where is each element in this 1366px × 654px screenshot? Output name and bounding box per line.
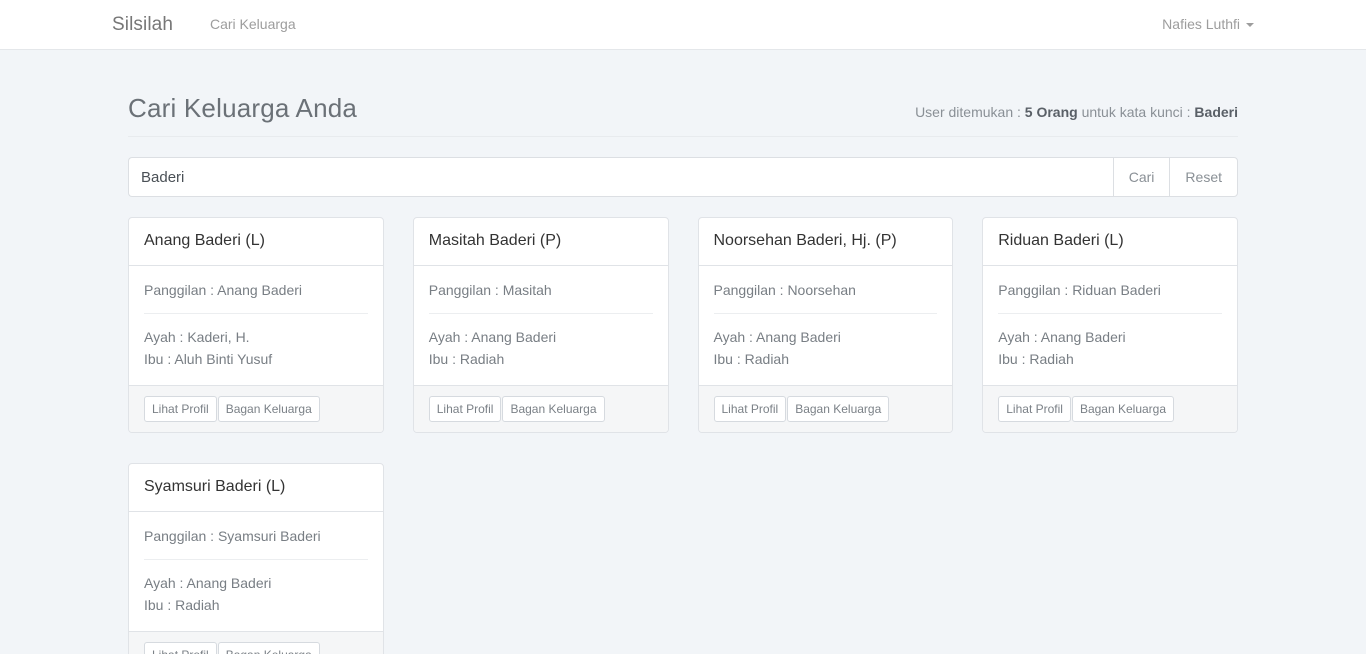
result-count: 5 Orang (1024, 104, 1078, 120)
person-card-body: Panggilan : Noorsehan Ayah : Anang Bader… (699, 266, 953, 385)
card-divider (144, 559, 368, 561)
person-card-header: Riduan Baderi (L) (983, 218, 1237, 266)
person-father: Ayah : Kaderi, H. (144, 328, 250, 345)
person-nickname: Panggilan : Riduan Baderi (998, 281, 1161, 298)
person-nickname: Panggilan : Noorsehan (713, 281, 856, 298)
view-profile-button[interactable]: Lihat Profil (998, 396, 1071, 423)
search-results-grid: Anang Baderi (L) Panggilan : Anang Bader… (114, 217, 1253, 654)
person-card: Noorsehan Baderi, Hj. (P) Panggilan : No… (697, 217, 954, 434)
top-navbar: Silsilah Cari Keluarga Nafies Luthfi (0, 0, 1366, 50)
user-menu-label: Nafies Luthfi (1162, 15, 1240, 32)
search-input-group: Cari Reset (128, 157, 1238, 198)
person-father: Ayah : Anang Baderi (713, 328, 841, 345)
person-mother: Ibu : Aluh Binti Yusuf (144, 351, 273, 368)
person-card-footer: Lihat Profil Bagan Keluarga (129, 385, 383, 433)
person-card-footer: Lihat Profil Bagan Keluarga (413, 385, 668, 433)
search-reset-button[interactable]: Reset (1169, 157, 1238, 198)
person-name: Anang Baderi (L) (144, 232, 265, 250)
person-card-footer: Lihat Profil Bagan Keluarga (983, 385, 1237, 433)
page-header: Cari Keluarga Anda User ditemukan : 5 Or… (128, 90, 1238, 138)
person-card-header: Noorsehan Baderi, Hj. (P) (698, 218, 953, 266)
navbar-links: Cari Keluarga (195, 15, 311, 35)
person-card-header: Syamsuri Baderi (L) (129, 464, 383, 513)
navbar-brand[interactable]: Silsilah (112, 13, 173, 35)
result-prefix-text: User ditemukan : (915, 104, 1025, 120)
family-chart-button[interactable]: Bagan Keluarga (502, 396, 605, 423)
family-chart-button[interactable]: Bagan Keluarga (217, 642, 320, 654)
result-card-col: Anang Baderi (L) Panggilan : Anang Bader… (114, 217, 399, 434)
page-title: Cari Keluarga Anda (128, 93, 358, 123)
person-card-header: Masitah Baderi (P) (413, 218, 668, 266)
result-card-col: Masitah Baderi (P) Panggilan : Masitah A… (398, 217, 683, 434)
card-divider (713, 312, 938, 314)
person-card: Riduan Baderi (L) Panggilan : Riduan Bad… (982, 217, 1238, 434)
search-input[interactable] (128, 157, 1113, 198)
view-profile-button[interactable]: Lihat Profil (144, 396, 217, 423)
person-name: Riduan Baderi (L) (998, 232, 1124, 250)
person-father: Ayah : Anang Baderi (428, 328, 557, 345)
person-mother: Ibu : Radiah (998, 351, 1074, 368)
person-card: Masitah Baderi (P) Panggilan : Masitah A… (412, 217, 669, 434)
person-card-header: Anang Baderi (L) (129, 218, 383, 266)
person-card-body: Panggilan : Riduan Baderi Ayah : Anang B… (983, 266, 1237, 385)
nav-link-cari-keluarga[interactable]: Cari Keluarga (210, 15, 296, 32)
person-nickname: Panggilan : Anang Baderi (144, 281, 303, 298)
search-result-summary: User ditemukan : 5 Orang untuk kata kunc… (915, 103, 1238, 123)
chevron-down-icon (1246, 23, 1254, 28)
person-card-body: Panggilan : Syamsuri Baderi Ayah : Anang… (129, 512, 383, 631)
view-profile-button[interactable]: Lihat Profil (428, 396, 502, 423)
view-profile-button[interactable]: Lihat Profil (713, 396, 787, 423)
person-father: Ayah : Anang Baderi (998, 328, 1126, 345)
family-chart-button[interactable]: Bagan Keluarga (787, 396, 890, 423)
family-chart-button[interactable]: Bagan Keluarga (217, 396, 320, 423)
person-mother: Ibu : Radiah (144, 597, 220, 614)
result-middle-text: untuk kata kunci : (1077, 104, 1195, 120)
person-father: Ayah : Anang Baderi (144, 575, 272, 592)
person-nickname: Panggilan : Masitah (428, 281, 552, 298)
person-name: Masitah Baderi (P) (428, 232, 562, 250)
person-card-body: Panggilan : Masitah Ayah : Anang Baderi … (414, 266, 668, 385)
person-nickname: Panggilan : Syamsuri Baderi (144, 528, 321, 545)
person-card-body: Panggilan : Anang Baderi Ayah : Kaderi, … (129, 266, 383, 385)
search-submit-button[interactable]: Cari (1112, 157, 1170, 198)
person-name: Syamsuri Baderi (L) (144, 478, 286, 496)
result-card-col: Riduan Baderi (L) Panggilan : Riduan Bad… (968, 217, 1253, 434)
person-name: Noorsehan Baderi, Hj. (P) (713, 232, 897, 250)
card-divider (428, 312, 653, 314)
person-mother: Ibu : Radiah (713, 351, 790, 368)
person-card: Syamsuri Baderi (L) Panggilan : Syamsuri… (128, 463, 384, 654)
person-card-footer: Lihat Profil Bagan Keluarga (129, 631, 383, 654)
card-divider (998, 312, 1222, 314)
person-mother: Ibu : Radiah (428, 351, 505, 368)
family-chart-button[interactable]: Bagan Keluarga (1071, 396, 1175, 423)
search-form: Cari Reset (128, 157, 1238, 198)
person-card: Anang Baderi (L) Panggilan : Anang Bader… (128, 217, 384, 434)
card-divider (144, 312, 368, 314)
search-buttons: Cari Reset (1112, 157, 1238, 198)
person-card-footer: Lihat Profil Bagan Keluarga (698, 385, 953, 433)
view-profile-button[interactable]: Lihat Profil (144, 642, 217, 654)
result-card-col: Noorsehan Baderi, Hj. (P) Panggilan : No… (683, 217, 968, 434)
navbar-right: Nafies Luthfi (1162, 15, 1254, 35)
result-card-col: Syamsuri Baderi (L) Panggilan : Syamsuri… (114, 463, 399, 654)
user-menu-dropdown[interactable]: Nafies Luthfi (1162, 15, 1254, 35)
main-container: Cari Keluarga Anda User ditemukan : 5 Or… (113, 90, 1253, 654)
result-keyword: Baderi (1194, 104, 1238, 120)
